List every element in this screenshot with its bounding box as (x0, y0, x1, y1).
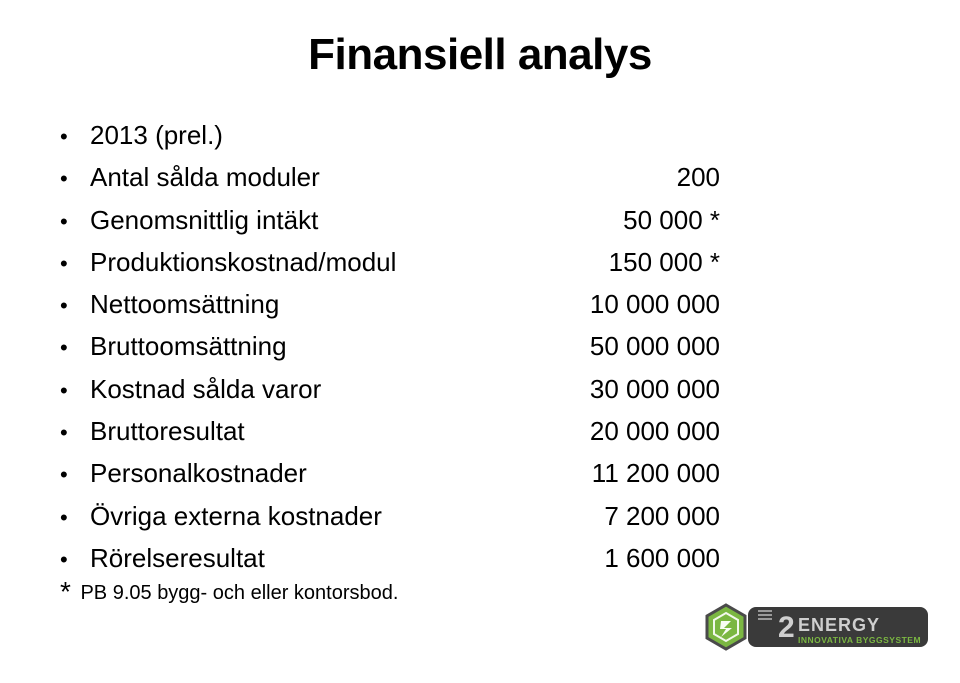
row-value: 50 000 * (603, 200, 720, 240)
row-label: Produktionskostnad/modul (90, 242, 396, 282)
bullet-icon: • (60, 374, 90, 408)
list-item: • Kostnad sålda varor 30 000 000 (60, 369, 720, 409)
row-label: Personalkostnader (90, 453, 307, 493)
row-label: Nettoomsättning (90, 284, 279, 324)
bullet-icon: • (60, 416, 90, 450)
bullet-icon: • (60, 331, 90, 365)
bullet-icon: • (60, 501, 90, 535)
bullet-icon: • (60, 205, 90, 239)
list-item: • 2013 (prel.) (60, 115, 720, 155)
page-title: Finansiell analys (60, 30, 900, 80)
list-item: • Produktionskostnad/modul 150 000 * (60, 242, 720, 282)
row-value: 150 000 * (589, 242, 720, 282)
row-value: 50 000 000 (570, 326, 720, 366)
row-label: 2013 (prel.) (90, 115, 223, 155)
row-label: Rörelseresultat (90, 538, 265, 578)
list-item: • Genomsnittlig intäkt 50 000 * (60, 200, 720, 240)
list-item: • Övriga externa kostnader 7 200 000 (60, 496, 720, 536)
row-value: 30 000 000 (570, 369, 720, 409)
row-value: 10 000 000 (570, 284, 720, 324)
footnote-star: * (60, 576, 71, 607)
list-item: • Bruttoomsättning 50 000 000 (60, 326, 720, 366)
logo-icon: 2 ENERGY INNOVATIVA BYGGSYSTEM (700, 601, 930, 653)
row-value: 7 200 000 (584, 496, 720, 536)
bullet-icon: • (60, 120, 90, 154)
list-item: • Nettoomsättning 10 000 000 (60, 284, 720, 324)
row-label: Övriga externa kostnader (90, 496, 382, 536)
row-label: Antal sålda moduler (90, 157, 320, 197)
logo-main-text: ENERGY (798, 615, 880, 635)
row-value: 1 600 000 (584, 538, 720, 578)
slide: Finansiell analys • 2013 (prel.) • Antal… (0, 0, 960, 683)
row-value: 11 200 000 (572, 453, 720, 493)
list-item: • Bruttoresultat 20 000 000 (60, 411, 720, 451)
row-value: 20 000 000 (570, 411, 720, 451)
svg-text:2: 2 (778, 611, 795, 644)
financial-list: • 2013 (prel.) • Antal sålda moduler 200… (60, 115, 900, 578)
list-container: • 2013 (prel.) • Antal sålda moduler 200… (60, 115, 720, 578)
list-item: • Antal sålda moduler 200 (60, 157, 720, 197)
logo-sub-text: INNOVATIVA BYGGSYSTEM (798, 635, 921, 645)
bullet-icon: • (60, 162, 90, 196)
list-item: • Personalkostnader 11 200 000 (60, 453, 720, 493)
list-item: • Rörelseresultat 1 600 000 (60, 538, 720, 578)
bullet-icon: • (60, 247, 90, 281)
footnote-text: PB 9.05 bygg- och eller kontorsbod. (80, 582, 398, 604)
row-value: 200 (657, 157, 720, 197)
row-label: Kostnad sålda varor (90, 369, 321, 409)
row-label: Bruttoomsättning (90, 326, 287, 366)
bullet-icon: • (60, 289, 90, 323)
bullet-icon: • (60, 458, 90, 492)
row-label: Bruttoresultat (90, 411, 245, 451)
company-logo: 2 ENERGY INNOVATIVA BYGGSYSTEM (700, 601, 930, 658)
footnote: * PB 9.05 bygg- och eller kontorsbod. (60, 576, 398, 608)
row-label: Genomsnittlig intäkt (90, 200, 318, 240)
bullet-icon: • (60, 543, 90, 577)
